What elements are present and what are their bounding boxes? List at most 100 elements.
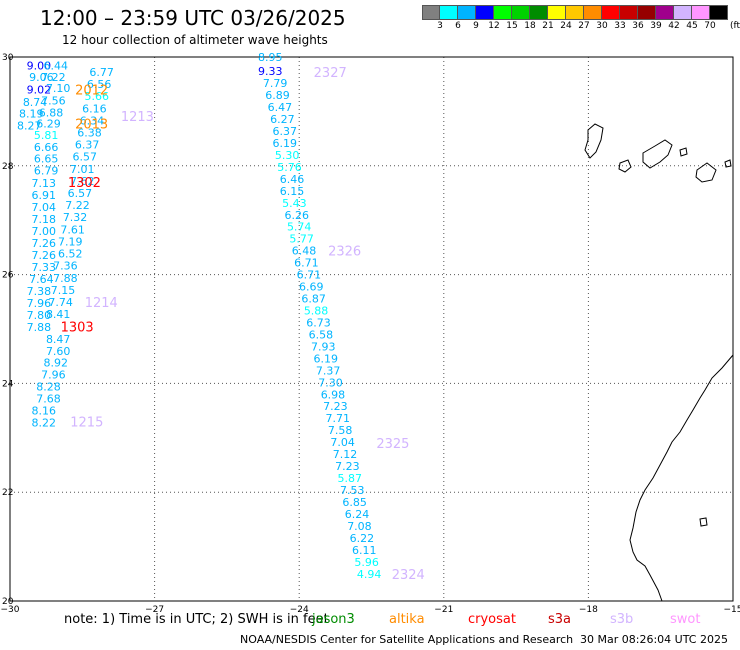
wave-height-value: 7.10 bbox=[46, 82, 71, 95]
y-tick-label: 28 bbox=[2, 162, 14, 172]
wave-height-value: 9.00 bbox=[27, 60, 52, 73]
wave-height-value: 6.65 bbox=[34, 153, 59, 166]
x-tick-label: −21 bbox=[434, 605, 453, 615]
wave-height-value: 7.96 bbox=[27, 297, 52, 310]
generated-timestamp: 30 Mar 08:26:04 UTC 2025 bbox=[580, 633, 728, 646]
wave-height-value: 7.19 bbox=[58, 235, 83, 248]
y-tick-label: 20 bbox=[2, 597, 14, 607]
wave-height-value: 8.47 bbox=[46, 333, 71, 346]
map-title: 12:00 – 23:59 UTC 03/26/2025 bbox=[40, 6, 346, 30]
wave-height-value: 7.12 bbox=[333, 448, 358, 461]
wave-height-value: 6.89 bbox=[265, 89, 290, 102]
legend-tick-label: 15 bbox=[506, 21, 518, 31]
wave-height-value: 6.22 bbox=[350, 532, 375, 545]
wave-height-value: 6.87 bbox=[301, 293, 326, 306]
wave-height-value: 6.34 bbox=[80, 115, 105, 128]
wave-height-value: 7.18 bbox=[31, 213, 56, 226]
x-tick-label: −30 bbox=[1, 605, 20, 615]
wave-height-value: 7.71 bbox=[326, 412, 351, 425]
pass-time-label: 2012 bbox=[75, 84, 108, 99]
legend-tick-label: 24 bbox=[560, 21, 572, 31]
legend-tick-label: 6 bbox=[455, 21, 461, 31]
wave-height-value: 8.74 bbox=[23, 96, 48, 109]
island-outline bbox=[699, 517, 708, 527]
wave-height-value: 6.37 bbox=[75, 139, 100, 152]
legend-swatch bbox=[602, 5, 620, 20]
island-outline bbox=[724, 159, 732, 168]
wave-height-value: 6.79 bbox=[34, 165, 59, 178]
wave-height-value: 6.44 bbox=[44, 60, 69, 73]
wave-height-value: 7.13 bbox=[31, 177, 56, 190]
x-tick-label: −27 bbox=[145, 605, 164, 615]
wave-height-value: 7.36 bbox=[53, 259, 78, 272]
wave-height-value: 7.68 bbox=[36, 393, 61, 406]
wave-height-value: 6.19 bbox=[272, 137, 297, 150]
wave-height-value: 5.81 bbox=[34, 129, 59, 142]
legend-swatch bbox=[494, 5, 512, 20]
pass-time-label: 1215 bbox=[70, 415, 103, 430]
wave-height-value: 7.22 bbox=[41, 71, 66, 84]
pass-time-label: 1303 bbox=[61, 320, 94, 335]
legend-swatch bbox=[512, 5, 530, 20]
wave-height-value: 7.30 bbox=[318, 376, 343, 389]
wave-height-value: 5.87 bbox=[338, 472, 363, 485]
wave-height-value: 7.88 bbox=[27, 321, 52, 334]
legend-swatch bbox=[458, 5, 476, 20]
wave-height-value: 6.27 bbox=[270, 113, 295, 126]
legend-tick-label: 70 bbox=[704, 21, 716, 31]
wave-height-value: 6.58 bbox=[309, 328, 334, 341]
wave-height-value: 7.26 bbox=[31, 237, 56, 250]
wave-height-value: 7.08 bbox=[347, 520, 372, 533]
wave-height-value: 6.77 bbox=[89, 66, 114, 79]
wave-height-value: 6.46 bbox=[280, 173, 305, 186]
wave-height-value: 5.30 bbox=[275, 149, 300, 162]
wave-height-value: 8.95 bbox=[258, 51, 283, 64]
pass-time-label: 1302 bbox=[68, 176, 101, 191]
wave-height-value: 6.91 bbox=[31, 189, 56, 202]
wave-height-value: 6.48 bbox=[292, 245, 317, 258]
wave-height-value: 8.16 bbox=[31, 405, 56, 418]
africa-coastline bbox=[629, 354, 734, 602]
wave-height-value: 7.88 bbox=[53, 272, 78, 285]
island-outline bbox=[618, 159, 632, 173]
wave-height-value: 9.06 bbox=[29, 71, 54, 84]
wave-height-value: 6.38 bbox=[77, 127, 102, 140]
map-subtitle: 12 hour collection of altimeter wave hei… bbox=[62, 33, 328, 47]
legend-tick-label: 42 bbox=[668, 21, 680, 31]
pass-time-label: 2325 bbox=[376, 437, 409, 452]
legend-swatch bbox=[710, 5, 728, 20]
wave-height-value: 8.92 bbox=[44, 357, 69, 370]
wave-height-value: 5.96 bbox=[354, 556, 379, 569]
wave-height-value: 6.69 bbox=[299, 281, 324, 294]
legend-tick-label: 39 bbox=[650, 21, 662, 31]
wave-height-value: 7.00 bbox=[31, 225, 56, 238]
wave-height-value: 6.29 bbox=[36, 117, 61, 130]
legend-swatch bbox=[476, 5, 494, 20]
island-outline bbox=[642, 139, 673, 169]
legend-swatch bbox=[422, 5, 440, 20]
wave-height-value: 7.80 bbox=[27, 309, 52, 322]
wave-height-value: 7.32 bbox=[63, 211, 88, 224]
wave-height-value: 7.22 bbox=[65, 199, 90, 212]
wave-height-value: 7.64 bbox=[29, 273, 54, 286]
wave-height-value: 6.52 bbox=[58, 247, 83, 260]
wave-height-value: 7.58 bbox=[328, 424, 353, 437]
wave-height-value: 6.57 bbox=[72, 151, 97, 164]
wave-height-value: 9.02 bbox=[27, 84, 52, 97]
wave-height-value: 6.57 bbox=[68, 187, 93, 200]
island-outline bbox=[695, 162, 717, 183]
wave-height-value: 8.41 bbox=[46, 308, 71, 321]
wave-height-value: 8.28 bbox=[36, 381, 61, 394]
wave-height-value: 7.38 bbox=[27, 285, 52, 298]
pass-time-label: 2324 bbox=[392, 568, 425, 583]
wave-height-value: 5.88 bbox=[304, 305, 329, 318]
wave-height-value: 7.15 bbox=[51, 284, 76, 297]
wave-height-value: 5.74 bbox=[287, 221, 312, 234]
wave-height-value: 5.66 bbox=[85, 90, 110, 103]
wave-height-value: 7.96 bbox=[41, 369, 66, 382]
wave-height-value: 6.26 bbox=[285, 209, 310, 222]
y-tick-label: 26 bbox=[2, 271, 14, 281]
legend-swatch bbox=[656, 5, 674, 20]
legend-tick-label: 3 bbox=[437, 21, 443, 31]
pass-time-label: 1213 bbox=[121, 110, 154, 125]
